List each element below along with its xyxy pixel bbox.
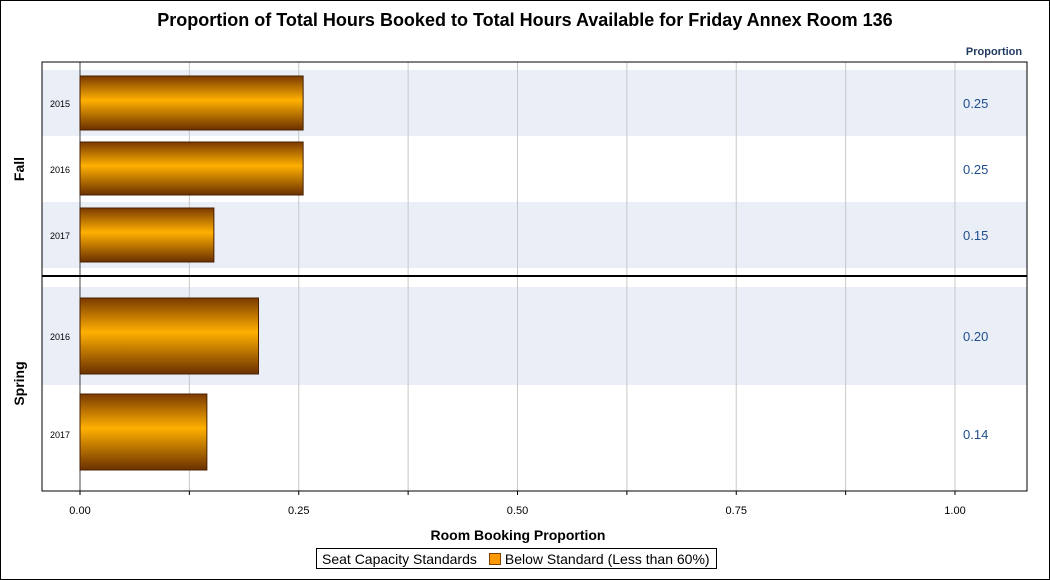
category-label: 2017 <box>50 231 70 241</box>
x-tick-label: 0.00 <box>69 505 90 517</box>
group-label-spring: Spring <box>11 361 27 405</box>
bar-fall-2017 <box>79 207 215 263</box>
legend-entry-label: Below Standard (Less than 60%) <box>504 550 710 567</box>
x-tick-label: 0.75 <box>726 505 747 517</box>
value-label: 0.20 <box>963 329 988 344</box>
bar-spring-2016 <box>79 297 259 375</box>
category-label: 2016 <box>50 165 70 175</box>
legend-swatch <box>488 552 501 565</box>
bar-fall-2015 <box>79 75 304 131</box>
category-label: 2016 <box>50 332 70 342</box>
category-label: 2017 <box>50 430 70 440</box>
legend-title: Seat Capacity Standards <box>322 550 477 567</box>
x-tick-label: 1.00 <box>944 505 965 517</box>
value-column-header: Proportion <box>966 46 1022 58</box>
value-label: 0.25 <box>963 162 988 177</box>
legend: Seat Capacity Standards Below Standard (… <box>316 548 717 569</box>
bar-fall-2016 <box>79 141 304 196</box>
value-label: 0.25 <box>963 96 988 111</box>
x-axis-label: Room Booking Proportion <box>431 527 606 543</box>
group-label-fall: Fall <box>11 157 27 181</box>
x-tick-label: 0.50 <box>507 505 528 517</box>
chart-title: Proportion of Total Hours Booked to Tota… <box>157 10 893 30</box>
value-label: 0.14 <box>963 427 988 442</box>
category-label: 2015 <box>50 99 70 109</box>
x-tick-label: 0.25 <box>288 505 309 517</box>
value-label: 0.15 <box>963 228 988 243</box>
bar-spring-2017 <box>79 393 208 471</box>
